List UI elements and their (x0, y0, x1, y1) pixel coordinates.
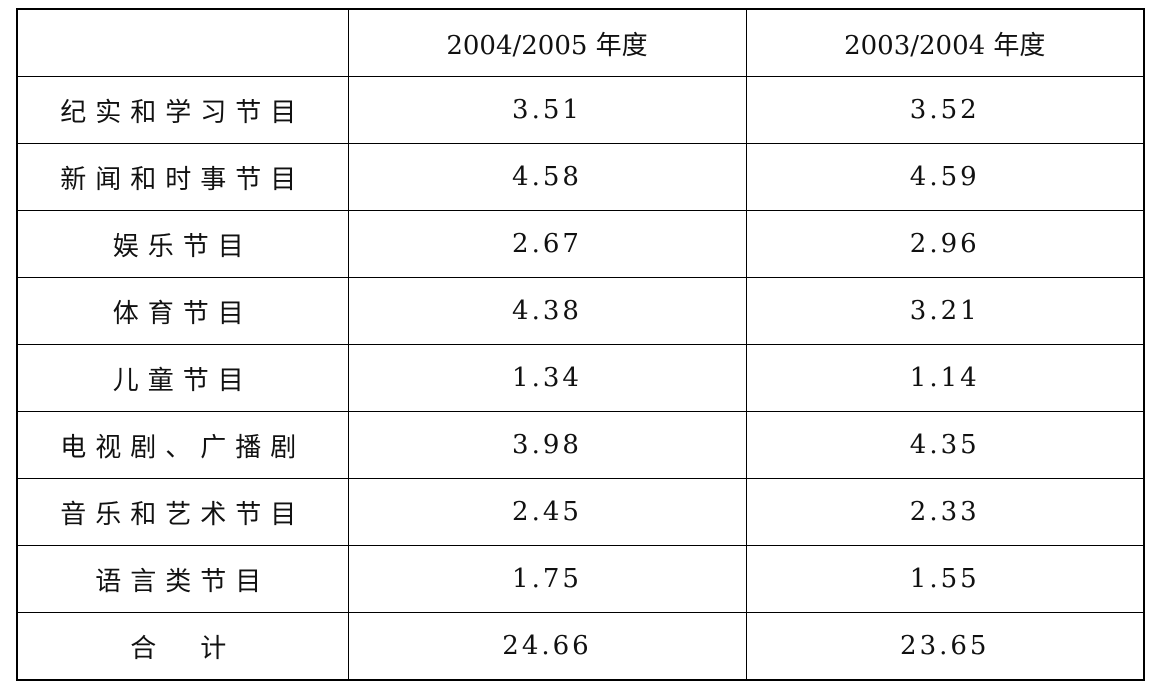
table-row: 纪实和学习节目 3.51 3.52 (16, 76, 1145, 144)
table-row: 电视剧、广播剧 3.98 4.35 (16, 411, 1145, 479)
table-row: 语言类节目 1.75 1.55 (16, 545, 1145, 613)
row-label: 儿童节目 (16, 344, 349, 412)
table-row: 新闻和时事节目 4.58 4.59 (16, 143, 1145, 211)
value-cell: 4.58 (347, 143, 747, 211)
value-cell: 1.75 (347, 545, 747, 613)
column-header: 2004/2005 年度 (347, 8, 747, 77)
value-cell: 23.65 (745, 612, 1145, 681)
value-cell: 4.59 (745, 143, 1145, 211)
row-label: 语言类节目 (16, 545, 349, 613)
row-label: 音乐和艺术节目 (16, 478, 349, 546)
value-cell: 3.52 (745, 76, 1145, 144)
header-row: 2004/2005 年度 2003/2004 年度 (16, 8, 1145, 77)
value-cell: 3.51 (347, 76, 747, 144)
value-cell: 3.98 (347, 411, 747, 479)
table-row: 娱乐节目 2.67 2.96 (16, 210, 1145, 278)
row-label: 娱乐节目 (16, 210, 349, 278)
table-row: 音乐和艺术节目 2.45 2.33 (16, 478, 1145, 546)
value-cell: 4.35 (745, 411, 1145, 479)
value-cell: 1.55 (745, 545, 1145, 613)
data-table: 2004/2005 年度 2003/2004 年度 纪实和学习节目 3.51 3.5… (16, 8, 1145, 681)
row-label: 新闻和时事节目 (16, 143, 349, 211)
value-cell: 1.34 (347, 344, 747, 412)
value-cell: 2.96 (745, 210, 1145, 278)
value-cell: 3.21 (745, 277, 1145, 345)
value-cell: 2.45 (347, 478, 747, 546)
value-cell: 4.38 (347, 277, 747, 345)
corner-cell (16, 8, 349, 77)
row-label: 体育节目 (16, 277, 349, 345)
row-label: 纪实和学习节目 (16, 76, 349, 144)
value-cell: 1.14 (745, 344, 1145, 412)
row-label: 合 计 (16, 612, 349, 681)
table-row: 体育节目 4.38 3.21 (16, 277, 1145, 345)
table-row: 合 计 24.66 23.65 (16, 612, 1145, 681)
value-cell: 2.67 (347, 210, 747, 278)
value-cell: 2.33 (745, 478, 1145, 546)
row-label: 电视剧、广播剧 (16, 411, 349, 479)
value-cell: 24.66 (347, 612, 747, 681)
table-row: 儿童节目 1.34 1.14 (16, 344, 1145, 412)
column-header: 2003/2004 年度 (745, 8, 1145, 77)
